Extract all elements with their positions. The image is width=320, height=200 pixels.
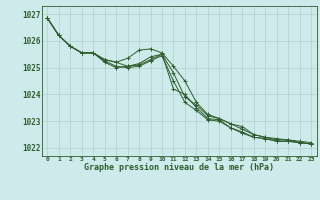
X-axis label: Graphe pression niveau de la mer (hPa): Graphe pression niveau de la mer (hPa)	[84, 163, 274, 172]
